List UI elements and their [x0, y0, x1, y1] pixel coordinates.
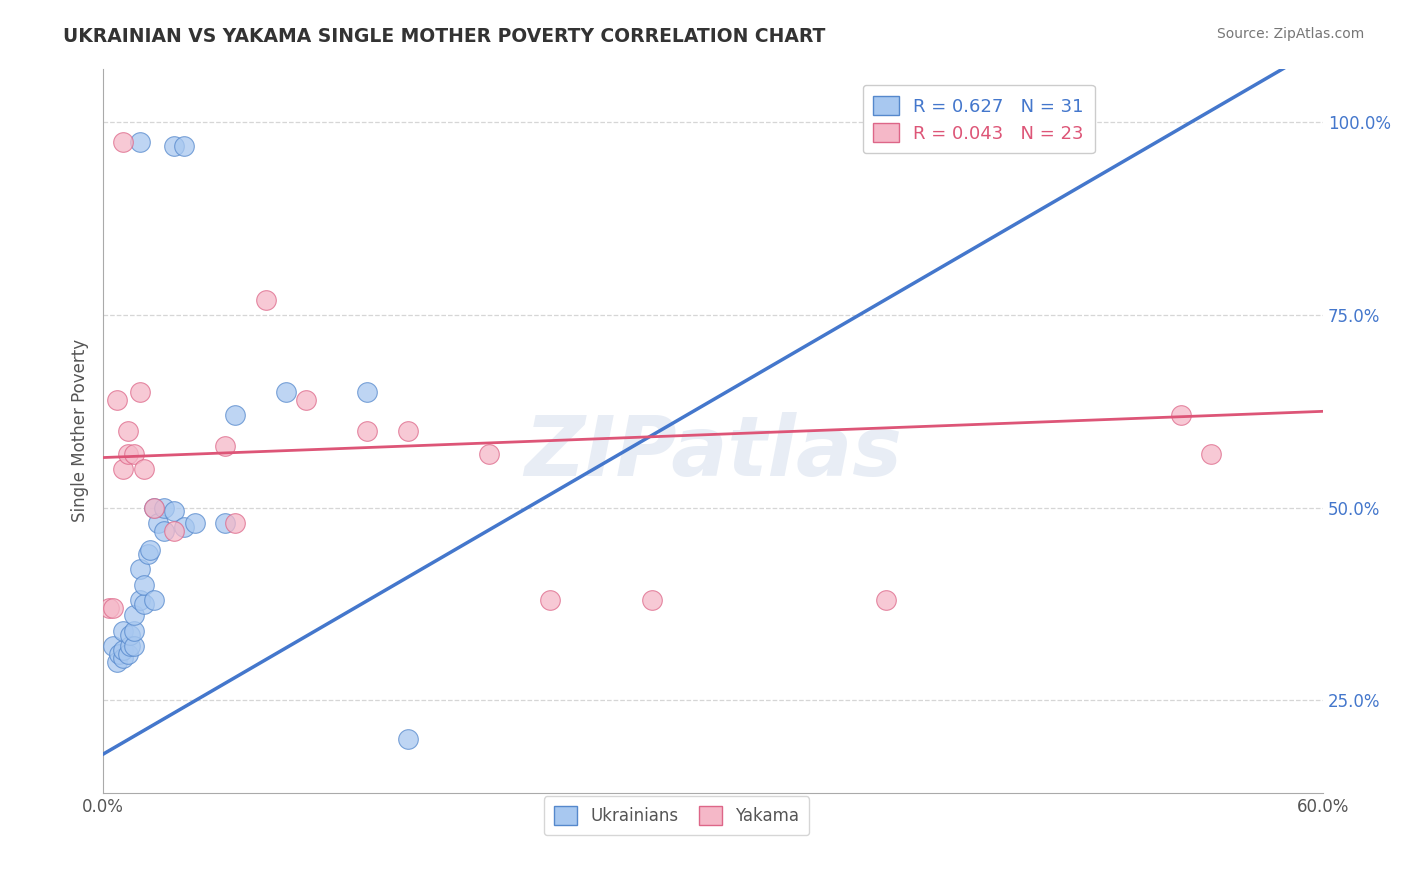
Point — [105, 655, 128, 669]
Point — [396, 424, 419, 438]
Point — [356, 424, 378, 438]
Point — [128, 135, 150, 149]
Point — [540, 593, 562, 607]
Point — [143, 500, 166, 515]
Point — [173, 138, 195, 153]
Legend: Ukrainians, Yakama: Ukrainians, Yakama — [544, 797, 810, 835]
Point — [153, 524, 176, 538]
Point — [132, 597, 155, 611]
Point — [112, 135, 135, 149]
Point — [112, 643, 135, 657]
Point — [875, 593, 897, 607]
Text: UKRAINIAN VS YAKAMA SINGLE MOTHER POVERTY CORRELATION CHART: UKRAINIAN VS YAKAMA SINGLE MOTHER POVERT… — [63, 27, 825, 45]
Point — [132, 577, 155, 591]
Point — [276, 385, 298, 400]
Point — [112, 462, 135, 476]
Point — [98, 600, 121, 615]
Point — [356, 385, 378, 400]
Point — [146, 516, 169, 530]
Point — [396, 731, 419, 746]
Point — [478, 447, 501, 461]
Point — [118, 640, 141, 654]
Point — [103, 640, 125, 654]
Point — [254, 293, 277, 307]
Point — [163, 504, 186, 518]
Point — [143, 593, 166, 607]
Point — [128, 562, 150, 576]
Point — [105, 392, 128, 407]
Point — [112, 650, 135, 665]
Point — [224, 408, 246, 422]
Point — [153, 500, 176, 515]
Point — [641, 593, 664, 607]
Point — [224, 516, 246, 530]
Point — [122, 447, 145, 461]
Point — [122, 640, 145, 654]
Point — [214, 439, 236, 453]
Point — [1170, 408, 1192, 422]
Point — [139, 543, 162, 558]
Point — [112, 624, 135, 638]
Point — [132, 462, 155, 476]
Point — [214, 516, 236, 530]
Point — [183, 516, 205, 530]
Point — [173, 520, 195, 534]
Point — [1201, 447, 1223, 461]
Point — [136, 547, 159, 561]
Y-axis label: Single Mother Poverty: Single Mother Poverty — [72, 339, 89, 522]
Point — [295, 392, 318, 407]
Point — [108, 647, 131, 661]
Point — [122, 624, 145, 638]
Text: Source: ZipAtlas.com: Source: ZipAtlas.com — [1216, 27, 1364, 41]
Text: ZIPatlas: ZIPatlas — [524, 412, 903, 492]
Point — [143, 500, 166, 515]
Point — [163, 138, 186, 153]
Point — [117, 647, 139, 661]
Point — [128, 385, 150, 400]
Point — [128, 593, 150, 607]
Point — [117, 447, 139, 461]
Point — [163, 524, 186, 538]
Point — [122, 608, 145, 623]
Point — [103, 600, 125, 615]
Point — [118, 628, 141, 642]
Point — [117, 424, 139, 438]
